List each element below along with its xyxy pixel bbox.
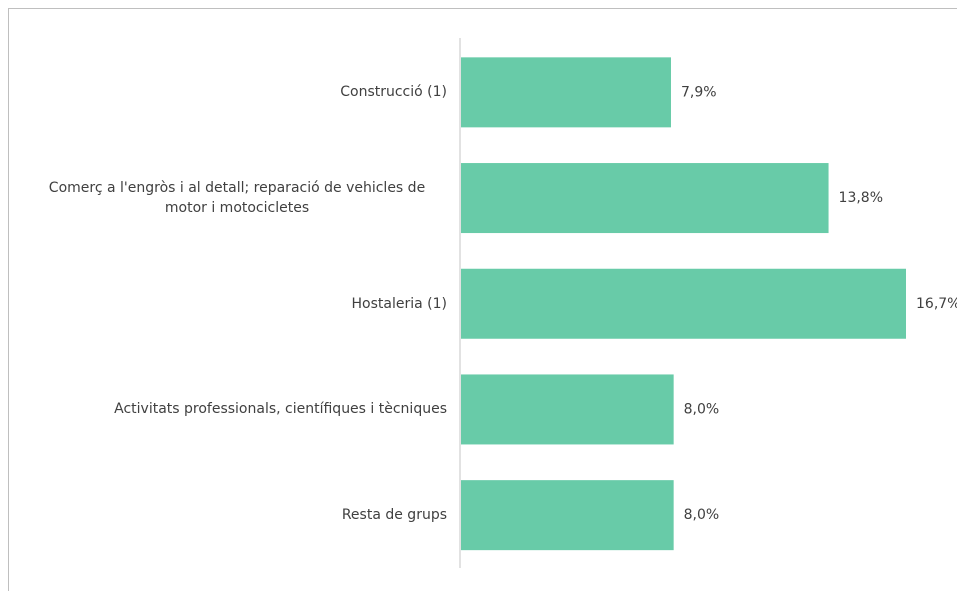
bar: [461, 268, 906, 339]
category-label-wrap: Hostaleria (1): [27, 254, 447, 354]
category-label-box: Resta de grups: [27, 465, 447, 565]
category-label-wrap: Construcció (1): [27, 42, 447, 142]
bar: [461, 163, 829, 234]
bar: [461, 374, 674, 445]
category-label-box: Construcció (1): [27, 42, 447, 142]
category-label: Activitats professionals, científiques i…: [114, 401, 447, 418]
category-label-box: Comerç a l'engròs i al detall; reparació…: [27, 148, 447, 248]
category-label-wrap: Resta de grups: [27, 465, 447, 565]
data-label: 7,9%: [681, 84, 717, 100]
category-label: Construcció (1): [340, 84, 447, 101]
data-label: 8,0%: [684, 507, 720, 523]
data-label: 8,0%: [684, 401, 720, 417]
category-label-box: Activitats professionals, científiques i…: [27, 359, 447, 459]
chart-frame: [8, 8, 957, 591]
data-label: 13,8%: [839, 190, 883, 206]
category-label-wrap: Comerç a l'engròs i al detall; reparació…: [27, 148, 447, 248]
data-label: 16,7%: [916, 296, 957, 312]
category-label: Resta de grups: [341, 507, 447, 524]
category-label: Comerç a l'engròs i al detall; reparació…: [48, 180, 426, 217]
bar: [461, 480, 674, 551]
category-label-wrap: Activitats professionals, científiques i…: [27, 359, 447, 459]
category-label: Hostaleria (1): [351, 295, 447, 312]
bar: [461, 57, 671, 128]
category-label-box: Hostaleria (1): [27, 254, 447, 354]
